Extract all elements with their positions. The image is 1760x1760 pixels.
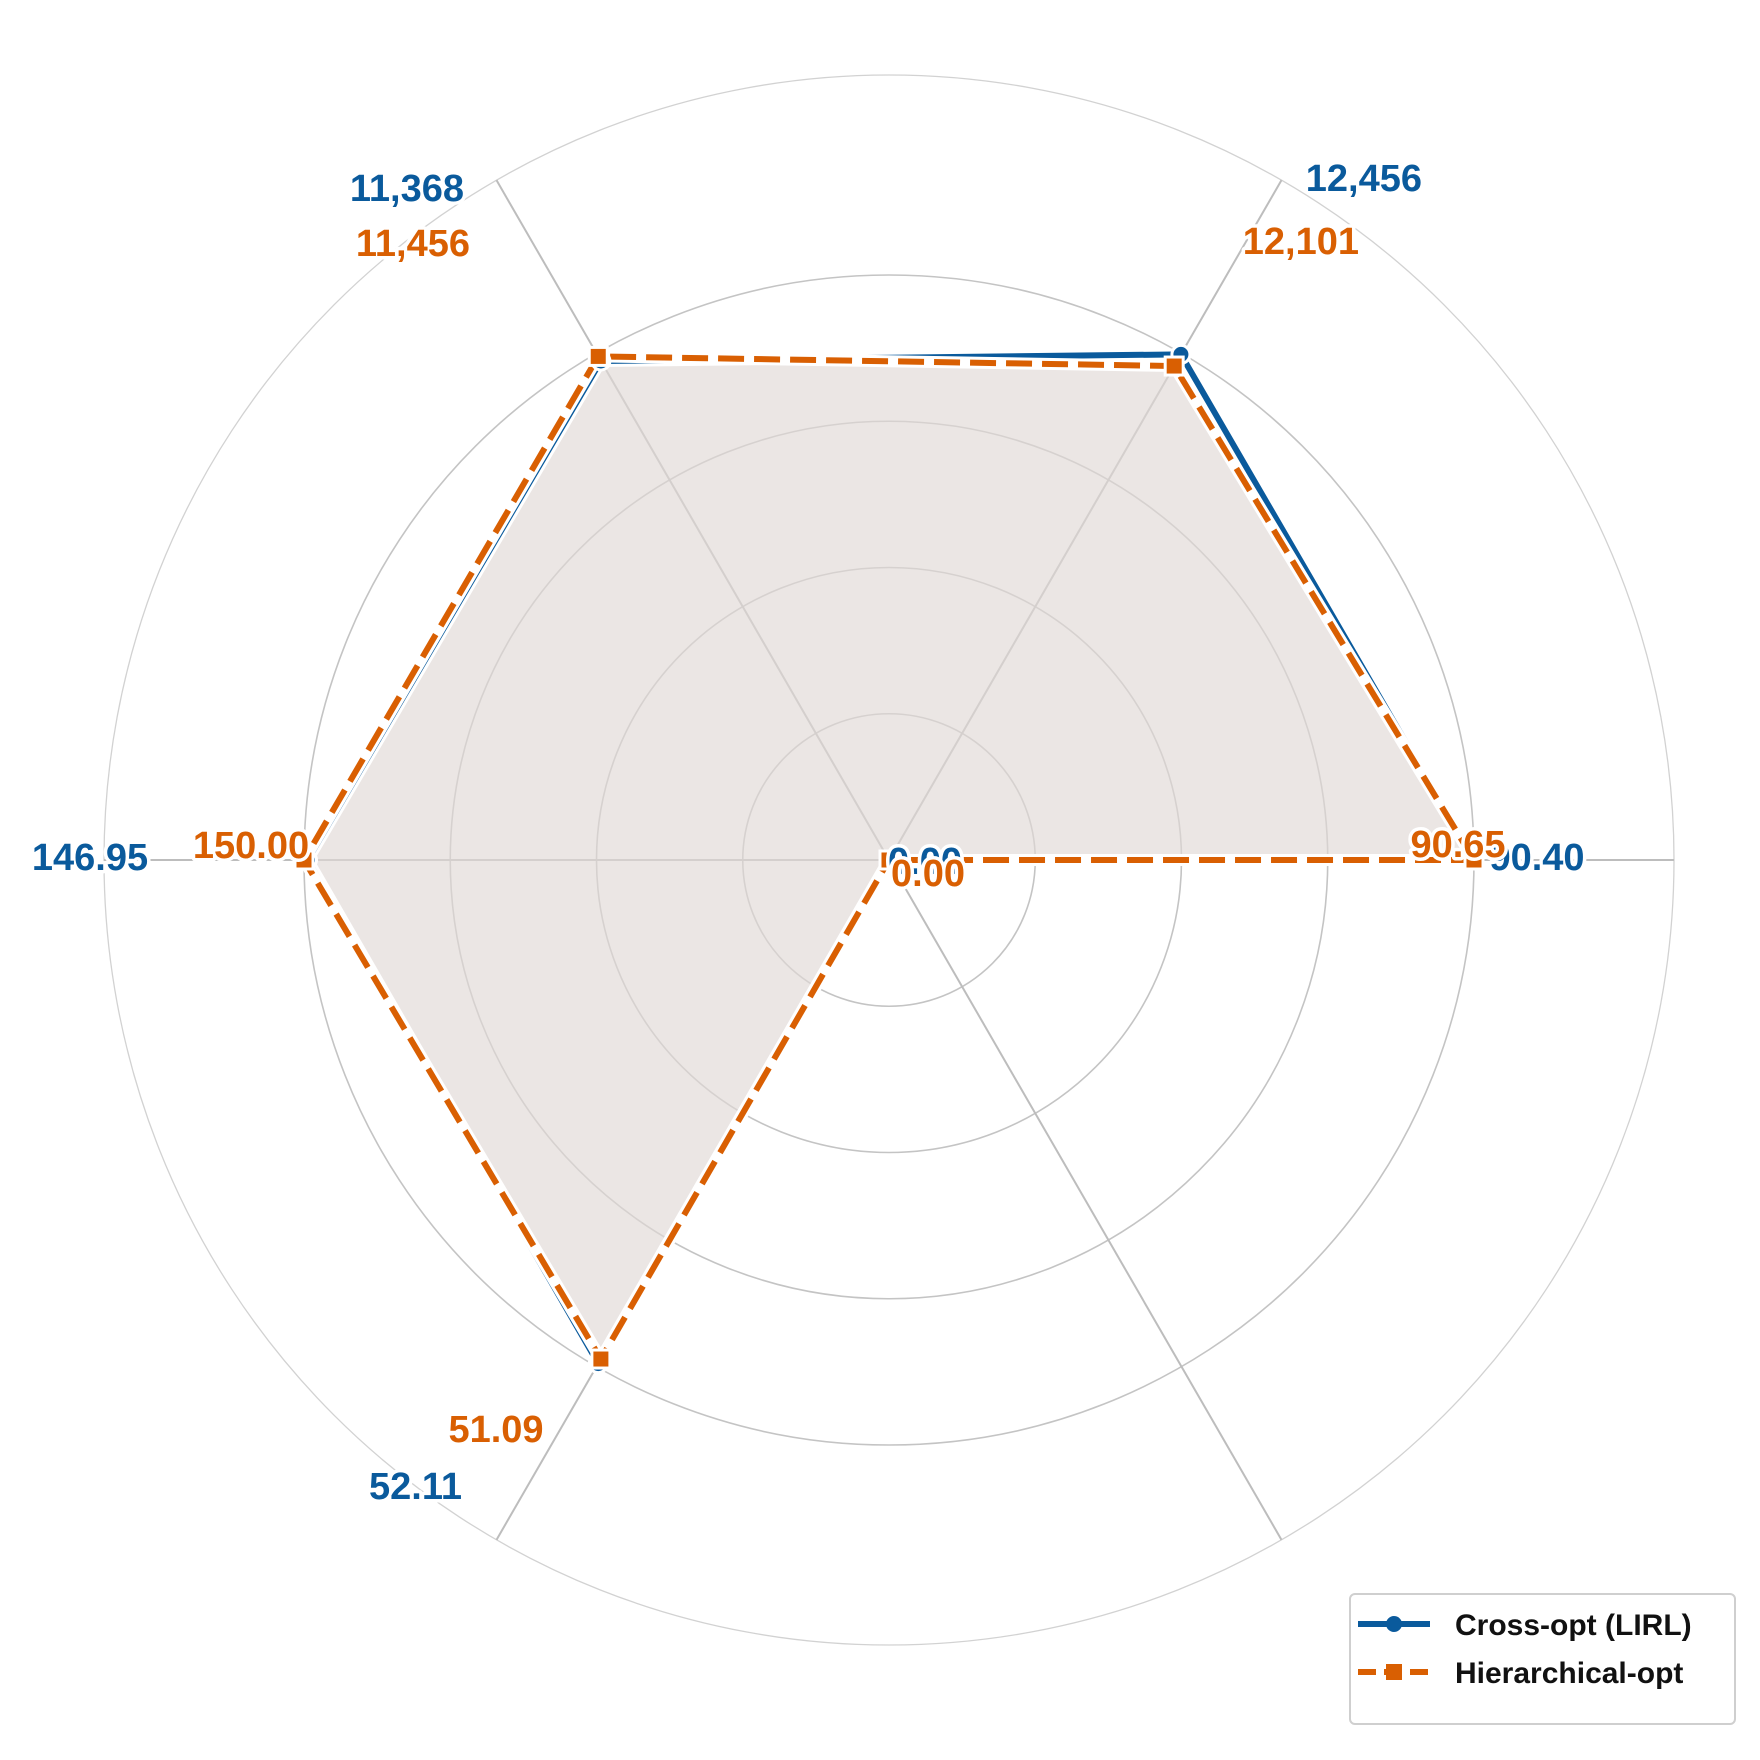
legend-label-series-2: Hierarchical-opt [1455,1657,1683,1690]
legend-marker-series-2 [1386,1664,1402,1680]
value-labels: 90.40 12,456 11,368 146.95 52.11 0.00 90.65 12,… [28,155,1588,1512]
series-1-value-label-4: 146.95 [32,837,148,879]
series-1-value-label-3: 11,368 [350,168,464,210]
series-2-value-label-4: 150.00 [193,825,309,867]
legend-marker-series-1 [1386,1616,1402,1632]
series-2-value-label-2: 12,101 [1243,221,1359,263]
series-2-value-label-6: 0.00 [891,853,965,895]
series-2-point-2 [1163,355,1185,377]
series-2-point-4 [293,849,315,871]
series-2-point-6 [878,849,900,871]
series-2-point-3 [587,345,609,367]
series-markers [293,343,1485,1375]
legend-entry-series-2: Hierarchical-opt [1358,1657,1683,1690]
series-2-point-5 [590,1348,612,1370]
series-2-value-label-3: 11,456 [356,223,470,265]
series-1-value-label-6: 0.00 [888,841,962,883]
series-2-value-label-5: 51.09 [448,1409,543,1451]
legend-frame [1349,1593,1736,1725]
legend-label-series-1: Cross-opt (LIRL) [1455,1609,1692,1642]
series-2-point-1 [1463,849,1485,871]
series-2-value-label-1: 90.65 [1410,824,1505,866]
legend-entry-series-1: Cross-opt (LIRL) [1358,1609,1692,1642]
series-1-value-label-1: 90.40 [1489,837,1584,879]
series-1-value-label-2: 12,456 [1306,158,1422,200]
series-1-value-label-5: 52.11 [369,1466,462,1508]
spoke-6 [888,859,1283,1541]
legend: Cross-opt (LIRL) Hierarchical-opt [1349,1593,1736,1725]
